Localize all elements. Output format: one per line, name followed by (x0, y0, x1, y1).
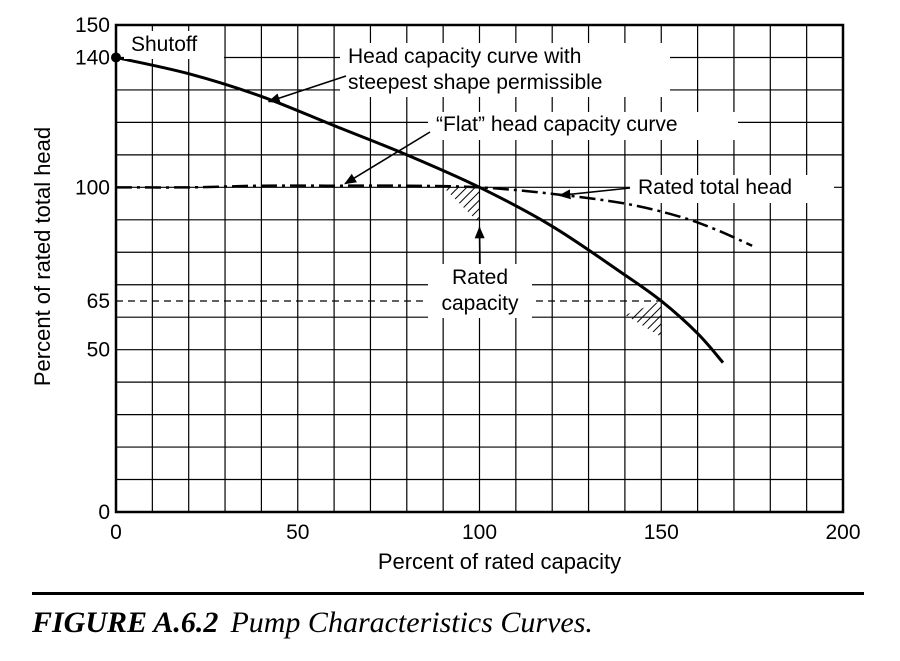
annotations: Shutoff Head capacity curve with steepes… (111, 31, 834, 318)
caption-rule (32, 592, 864, 595)
rated-capacity-label-line-1: Rated (452, 266, 508, 289)
rated-total-head-label: Rated total head (638, 176, 792, 199)
hatch-marks (443, 187, 662, 337)
shutoff-label: Shutoff (131, 33, 197, 56)
x-tick-label: 200 (825, 521, 860, 544)
y-tick-label: 100 (75, 176, 110, 199)
plot-frame (114, 23, 845, 514)
shutoff-label-bg (124, 31, 224, 59)
figure-caption-text: Pump Characteristics Curves. (230, 606, 593, 639)
figure-caption: FIGURE A.6.2 Pump Characteristics Curves. (32, 606, 872, 640)
y-tick-label: 0 (98, 501, 110, 524)
rated-capacity-label-line-2: capacity (441, 292, 519, 315)
x-axis-label: Percent of rated capacity (378, 549, 621, 574)
rated-total-head-arrow (558, 187, 631, 200)
rated-total-head-label-bg (630, 175, 834, 203)
series-group (115, 56, 753, 364)
x-tick-label: 50 (286, 521, 309, 544)
shutoff-point (111, 52, 121, 63)
flat-curve-arrow (344, 131, 431, 185)
x-tick-label: 0 (110, 521, 122, 544)
steep-curve-arrow (267, 75, 347, 103)
steep-curve-label-line-1: Head capacity curve with (348, 45, 581, 68)
rated-capacity-arrow (474, 226, 485, 265)
flat-head-capacity-curve (115, 184, 753, 247)
hatch-rated-point (443, 187, 480, 224)
x-tick-label: 150 (644, 521, 679, 544)
y-axis-label: Percent of rated total head (30, 127, 55, 386)
tick-labels: 0 50 100 150 200 0 50 65 100 140 150 (75, 14, 861, 544)
figure-number: FIGURE A.6.2 (32, 606, 219, 639)
y-tick-label: 50 (87, 339, 110, 362)
steep-curve-label-bg (340, 43, 670, 97)
y-tick-label: 140 (75, 46, 110, 69)
y-tick-label: 65 (87, 290, 110, 313)
x-tick-label: 100 (462, 521, 497, 544)
rated-capacity-label-bg (428, 264, 532, 318)
hatch-150-point (625, 300, 662, 337)
y-tick-label: 150 (75, 14, 110, 37)
steep-curve-label-line-2: steepest shape permissible (348, 71, 602, 94)
flat-curve-label-bg (428, 112, 738, 140)
flat-curve-label: “Flat” head capacity curve (436, 113, 678, 136)
